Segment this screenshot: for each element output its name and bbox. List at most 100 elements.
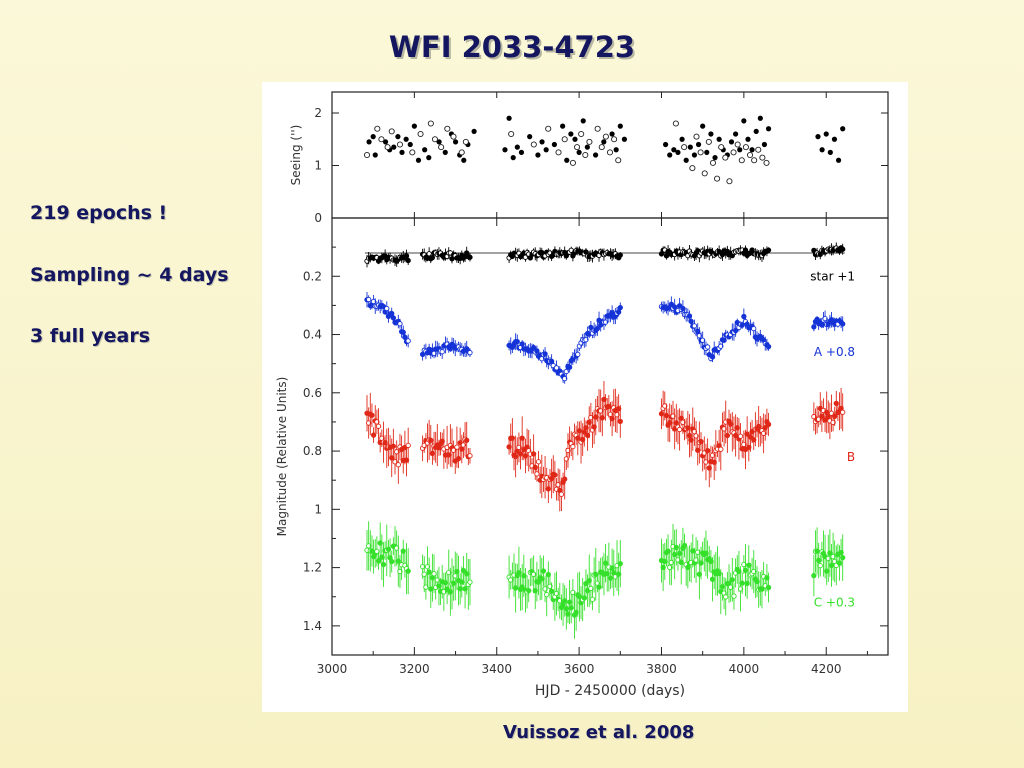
light-curve-point xyxy=(539,249,545,256)
light-curve-point xyxy=(609,416,615,422)
seeing-point xyxy=(569,159,576,166)
light-curve-point xyxy=(442,580,449,586)
light-curve-point xyxy=(380,561,387,568)
mag-y-tick-label: 0.6 xyxy=(303,386,322,400)
light-curve-point xyxy=(535,579,542,585)
seeing-point xyxy=(568,131,574,137)
mag-y-tick-label: 0.4 xyxy=(303,328,322,342)
light-curve-point xyxy=(819,413,825,419)
light-curve-point xyxy=(737,433,744,439)
seeing-point xyxy=(621,136,628,142)
light-curve-point xyxy=(467,453,473,459)
light-curve-point xyxy=(840,321,846,327)
light-curve-point xyxy=(434,577,440,583)
light-curve-point xyxy=(402,334,408,340)
light-curve-point xyxy=(741,441,747,448)
light-curve-point xyxy=(557,598,563,604)
light-curve-point xyxy=(446,452,452,458)
seeing-point xyxy=(761,141,768,148)
seeing-point xyxy=(819,147,825,153)
light-curve-point xyxy=(459,579,465,585)
light-curve-point xyxy=(586,577,592,584)
light-curve-point xyxy=(606,403,612,410)
light-curve-point xyxy=(516,444,522,451)
light-curve-point xyxy=(400,329,406,335)
light-curve-point xyxy=(765,343,772,350)
light-curve-point xyxy=(588,585,594,591)
light-curve-point xyxy=(828,410,835,416)
light-curve-point xyxy=(534,348,540,354)
light-curve-point xyxy=(467,350,473,356)
light-curve-point xyxy=(454,444,460,450)
seeing-point xyxy=(726,178,733,185)
light-curve-point xyxy=(565,611,571,617)
light-curve-point xyxy=(673,544,679,551)
light-curve-point xyxy=(729,577,735,583)
light-curve-point xyxy=(457,586,463,592)
light-curve-point xyxy=(709,576,716,582)
seeing-point xyxy=(584,144,590,150)
seeing-point xyxy=(697,149,704,156)
light-curve-point xyxy=(575,435,581,441)
seeing-point xyxy=(714,175,721,182)
seeing-point xyxy=(431,136,439,143)
light-curve-point xyxy=(570,443,576,450)
x-tick-label: 3400 xyxy=(481,662,512,676)
seeing-point xyxy=(403,136,409,142)
light-curve-point xyxy=(695,328,701,334)
light-curve-point xyxy=(696,571,703,577)
seeing-point xyxy=(709,159,717,166)
series-label: B xyxy=(847,450,855,464)
seeing-point xyxy=(561,136,568,143)
light-curve-point xyxy=(573,609,579,616)
seeing-point xyxy=(539,139,545,145)
seeing-point xyxy=(450,133,457,140)
light-curve-point xyxy=(721,426,727,432)
light-curve-point xyxy=(581,595,587,601)
light-curve-point xyxy=(576,593,583,600)
seeing-point xyxy=(508,130,515,138)
seeing-point xyxy=(514,144,520,150)
light-curve-point xyxy=(591,424,597,430)
seeing-point xyxy=(370,134,376,140)
light-curve-point xyxy=(509,435,516,441)
seeing-point xyxy=(765,126,772,132)
light-curve-point xyxy=(575,351,581,357)
light-curve-point xyxy=(428,437,434,443)
light-curve-point xyxy=(822,417,828,423)
light-curve-point xyxy=(658,411,665,417)
seeing-point xyxy=(580,118,586,124)
seeing-point xyxy=(716,136,722,142)
seeing-point xyxy=(722,154,729,161)
light-curve-point xyxy=(830,419,836,426)
seeing-point xyxy=(560,123,566,129)
light-curve-point xyxy=(576,428,583,434)
seeing-point xyxy=(749,147,755,153)
seeing-point xyxy=(701,170,708,177)
light-curve-point xyxy=(534,471,540,477)
magnitude-frame xyxy=(331,217,889,656)
light-curve-point xyxy=(460,442,467,448)
light-curve-point xyxy=(379,554,385,560)
light-curve-point xyxy=(446,569,452,576)
light-curve-point xyxy=(693,557,699,563)
seeing-y-tick-label: 2 xyxy=(314,106,322,120)
light-curve-point xyxy=(382,440,388,446)
mag-y-tick-label: 0.8 xyxy=(303,444,322,458)
light-curve-point xyxy=(737,586,744,592)
light-curve-point xyxy=(721,337,727,343)
light-curve-point xyxy=(519,341,525,347)
light-curve-point xyxy=(563,368,569,375)
light-curve-point xyxy=(426,569,432,575)
seeing-point xyxy=(396,141,404,148)
light-curve-point xyxy=(680,419,686,425)
light-curve-point xyxy=(718,446,724,452)
light-curve-point xyxy=(464,571,470,577)
light-curve-point xyxy=(439,438,445,444)
seeing-point xyxy=(667,152,673,158)
seeing-point xyxy=(672,120,679,127)
light-curve-point xyxy=(394,545,400,551)
light-curve-point xyxy=(455,455,462,462)
light-curve-point xyxy=(530,571,537,578)
light-curve-point xyxy=(840,555,846,561)
